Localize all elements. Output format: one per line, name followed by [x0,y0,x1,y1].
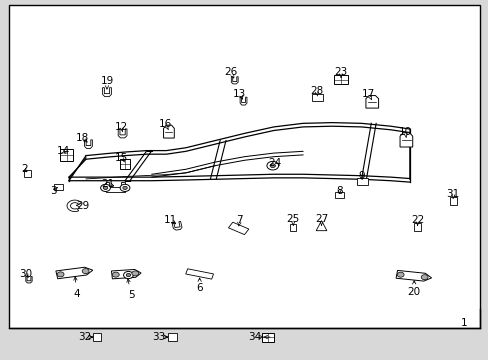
Circle shape [57,272,64,277]
Text: 21: 21 [101,179,114,189]
Circle shape [101,184,110,192]
Text: 15: 15 [115,153,128,163]
Text: 24: 24 [267,158,281,168]
Polygon shape [84,140,92,148]
Text: 26: 26 [224,67,237,77]
Circle shape [126,273,130,276]
Text: 4: 4 [73,289,80,299]
Circle shape [120,184,130,192]
Circle shape [112,272,119,277]
Text: 16: 16 [159,120,172,129]
Text: 6: 6 [196,283,203,293]
Polygon shape [185,269,213,279]
Text: 19: 19 [100,76,113,86]
Circle shape [396,272,403,277]
Polygon shape [118,129,127,138]
Polygon shape [67,200,81,212]
Text: 28: 28 [309,86,323,96]
Bar [93,333,101,341]
Text: 12: 12 [115,122,128,132]
Text: 9: 9 [358,171,364,181]
Bar [413,224,420,231]
Text: 3: 3 [50,186,57,197]
Text: 23: 23 [334,67,347,77]
Polygon shape [231,77,238,84]
Circle shape [420,275,427,280]
Polygon shape [240,97,246,105]
Circle shape [123,271,133,279]
Polygon shape [316,221,326,231]
Text: 18: 18 [76,133,89,143]
Bar [290,224,296,230]
Bar [167,333,176,341]
Polygon shape [172,221,182,230]
Text: 5: 5 [128,291,134,301]
Text: 11: 11 [163,215,177,225]
Text: 31: 31 [446,189,459,199]
Text: 20: 20 [407,287,420,297]
Polygon shape [102,87,111,96]
Text: 32: 32 [78,332,91,342]
Text: 22: 22 [410,215,424,225]
Polygon shape [399,133,412,147]
Text: 1: 1 [460,319,466,328]
Bar [54,184,62,190]
Text: 30: 30 [20,269,33,279]
Circle shape [269,164,275,168]
Text: 14: 14 [57,146,70,156]
Bar [449,197,456,205]
Circle shape [122,186,127,189]
Polygon shape [365,95,378,108]
Bar [334,192,344,198]
Text: 8: 8 [336,186,342,197]
Text: 10: 10 [398,127,411,136]
Text: 17: 17 [362,89,375,99]
Circle shape [132,271,139,276]
Text: 29: 29 [76,201,89,211]
Polygon shape [105,182,125,192]
Polygon shape [111,270,141,279]
Bar [61,149,73,161]
Text: 13: 13 [232,89,246,99]
Polygon shape [56,267,93,279]
Text: 34: 34 [248,332,261,342]
Bar [356,178,367,185]
Polygon shape [228,222,248,235]
Bar [312,94,323,101]
Bar [24,170,31,177]
Circle shape [266,161,278,170]
Text: 25: 25 [286,215,299,224]
Text: 27: 27 [314,215,327,224]
Text: 33: 33 [152,332,165,342]
Bar [120,159,130,169]
Bar [262,333,273,342]
Bar [333,75,347,84]
Polygon shape [395,270,431,281]
Text: 2: 2 [21,164,27,174]
Polygon shape [163,125,174,138]
Circle shape [103,186,107,189]
Polygon shape [26,276,32,283]
Text: 7: 7 [236,215,243,225]
Circle shape [82,269,89,274]
